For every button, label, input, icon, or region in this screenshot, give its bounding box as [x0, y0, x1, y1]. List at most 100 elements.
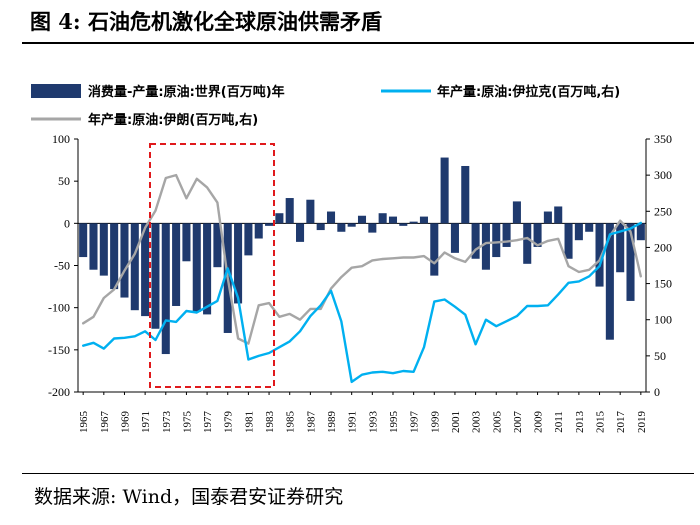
right-tick-label: 200 [654, 240, 672, 254]
bar-1991 [347, 223, 356, 227]
right-tick-label: 0 [654, 385, 660, 399]
bar-1977 [203, 223, 212, 315]
x-tick-label: 1989 [326, 411, 338, 434]
x-tick-label: 1979 [223, 411, 235, 434]
x-tick-label: 1997 [409, 411, 421, 434]
bar-2006 [502, 223, 511, 247]
right-tick-label: 100 [654, 313, 672, 327]
left-tick-label: -150 [48, 343, 70, 357]
left-tick-label: -100 [48, 301, 70, 315]
x-tick-label: 2005 [491, 410, 503, 433]
x-tick-label: 2001 [450, 411, 462, 433]
left-tick-label: 100 [52, 132, 70, 146]
bar-2005 [492, 223, 501, 258]
bar-2015 [595, 223, 604, 287]
x-tick-label: 2009 [533, 411, 545, 434]
axes: 100 50 0 -50 -100 -150 -200 350 300 250 200 150 100 5… [48, 132, 672, 433]
bar-1971 [141, 223, 150, 317]
bar-1989 [326, 211, 336, 224]
source-rule [22, 473, 694, 474]
figure-title: 图 4: 石油危机激化全球原油供需矛盾 [30, 9, 382, 34]
x-tick-label: 2019 [636, 411, 648, 434]
bar-2002 [461, 165, 470, 224]
bar-1992 [357, 215, 367, 224]
bar-1980 [234, 223, 243, 304]
x-tick-label: 1965 [78, 411, 90, 434]
bar-1984 [275, 213, 284, 224]
bar-1999 [430, 223, 439, 276]
bar-2013 [574, 223, 583, 241]
right-tick-label: 50 [654, 349, 666, 363]
x-tick-label: 2007 [512, 411, 524, 434]
x-tick-label: 1995 [388, 411, 400, 434]
oil-crisis-highlight-box [149, 143, 275, 388]
bar-1995 [388, 216, 398, 224]
bar-1972 [151, 223, 160, 329]
x-tick-label: 1971 [140, 411, 152, 433]
bar-1998 [419, 216, 428, 224]
left-tick-label: -50 [54, 259, 70, 273]
x-tick-label: 1981 [243, 411, 255, 433]
x-tick-label: 1973 [161, 411, 173, 434]
bar-1983 [265, 223, 274, 226]
bar-2012 [564, 223, 573, 259]
left-tick-label: -200 [48, 385, 70, 399]
bar-1987 [306, 199, 315, 224]
bar-1985 [285, 198, 294, 224]
bar-1990 [337, 223, 346, 232]
bar-1993 [368, 223, 377, 233]
bar-1966 [89, 223, 98, 270]
legend-label-consumption-gap: 消费量-产量:原油:世界(百万吨)年 [88, 84, 285, 100]
bar-2000 [440, 157, 449, 224]
bar-1973 [161, 223, 170, 355]
right-tick-label: 350 [654, 132, 672, 146]
bar-1986 [296, 223, 305, 242]
left-tick-label: 50 [58, 174, 70, 188]
series-line-iran [81, 173, 642, 345]
bar-1975 [182, 223, 191, 262]
bar-1970 [130, 223, 139, 311]
bar-1994 [378, 213, 387, 224]
title-rule [22, 42, 694, 44]
bar-2009 [533, 223, 542, 247]
bar-series [79, 157, 645, 355]
x-tick-label: 1985 [285, 411, 297, 434]
bar-2010 [543, 211, 552, 224]
bar-1981 [244, 223, 253, 256]
bar-1976 [192, 223, 201, 312]
bar-1965 [79, 223, 88, 258]
x-tick-label: 1969 [119, 411, 131, 434]
legend: 消费量-产量:原油:世界(百万吨)年 年产量:原油:伊拉克(百万吨,右) 年产量… [31, 84, 620, 128]
legend-label-iran: 年产量:原油:伊朗(百万吨,右) [88, 112, 258, 128]
bar-1969 [120, 223, 129, 298]
x-tick-label: 1967 [99, 411, 111, 434]
bar-2008 [523, 223, 532, 264]
bar-2018 [626, 223, 635, 301]
bar-2019 [636, 223, 645, 241]
x-tick-label: 2003 [471, 411, 483, 434]
x-tick-label: 2013 [574, 411, 586, 434]
x-tick-label: 2011 [553, 411, 565, 433]
bar-1982 [254, 223, 263, 239]
x-tick-label: 2015 [595, 411, 607, 434]
bar-1988 [316, 223, 325, 231]
line-series [81, 173, 642, 384]
x-tick-label: 1999 [429, 411, 441, 434]
left-tick-label: 0 [64, 216, 70, 230]
figure-source: 数据来源: Wind，国泰君安证券研究 [34, 486, 344, 508]
bar-2016 [605, 223, 614, 340]
bar-2017 [616, 223, 625, 273]
x-tick-label: 1977 [202, 411, 214, 434]
legend-swatch-consumption-gap [31, 84, 81, 98]
bar-2007 [512, 201, 521, 224]
x-tick-label: 1987 [305, 411, 317, 434]
x-tick-label: 1991 [347, 411, 359, 433]
x-tick-label: 2017 [615, 411, 627, 434]
x-tick-label: 1993 [367, 411, 379, 434]
bar-2004 [481, 223, 490, 270]
legend-label-iraq: 年产量:原油:伊拉克(百万吨,右) [437, 84, 620, 100]
right-tick-label: 300 [654, 168, 672, 182]
bar-1968 [110, 223, 119, 290]
bar-1967 [99, 223, 108, 276]
